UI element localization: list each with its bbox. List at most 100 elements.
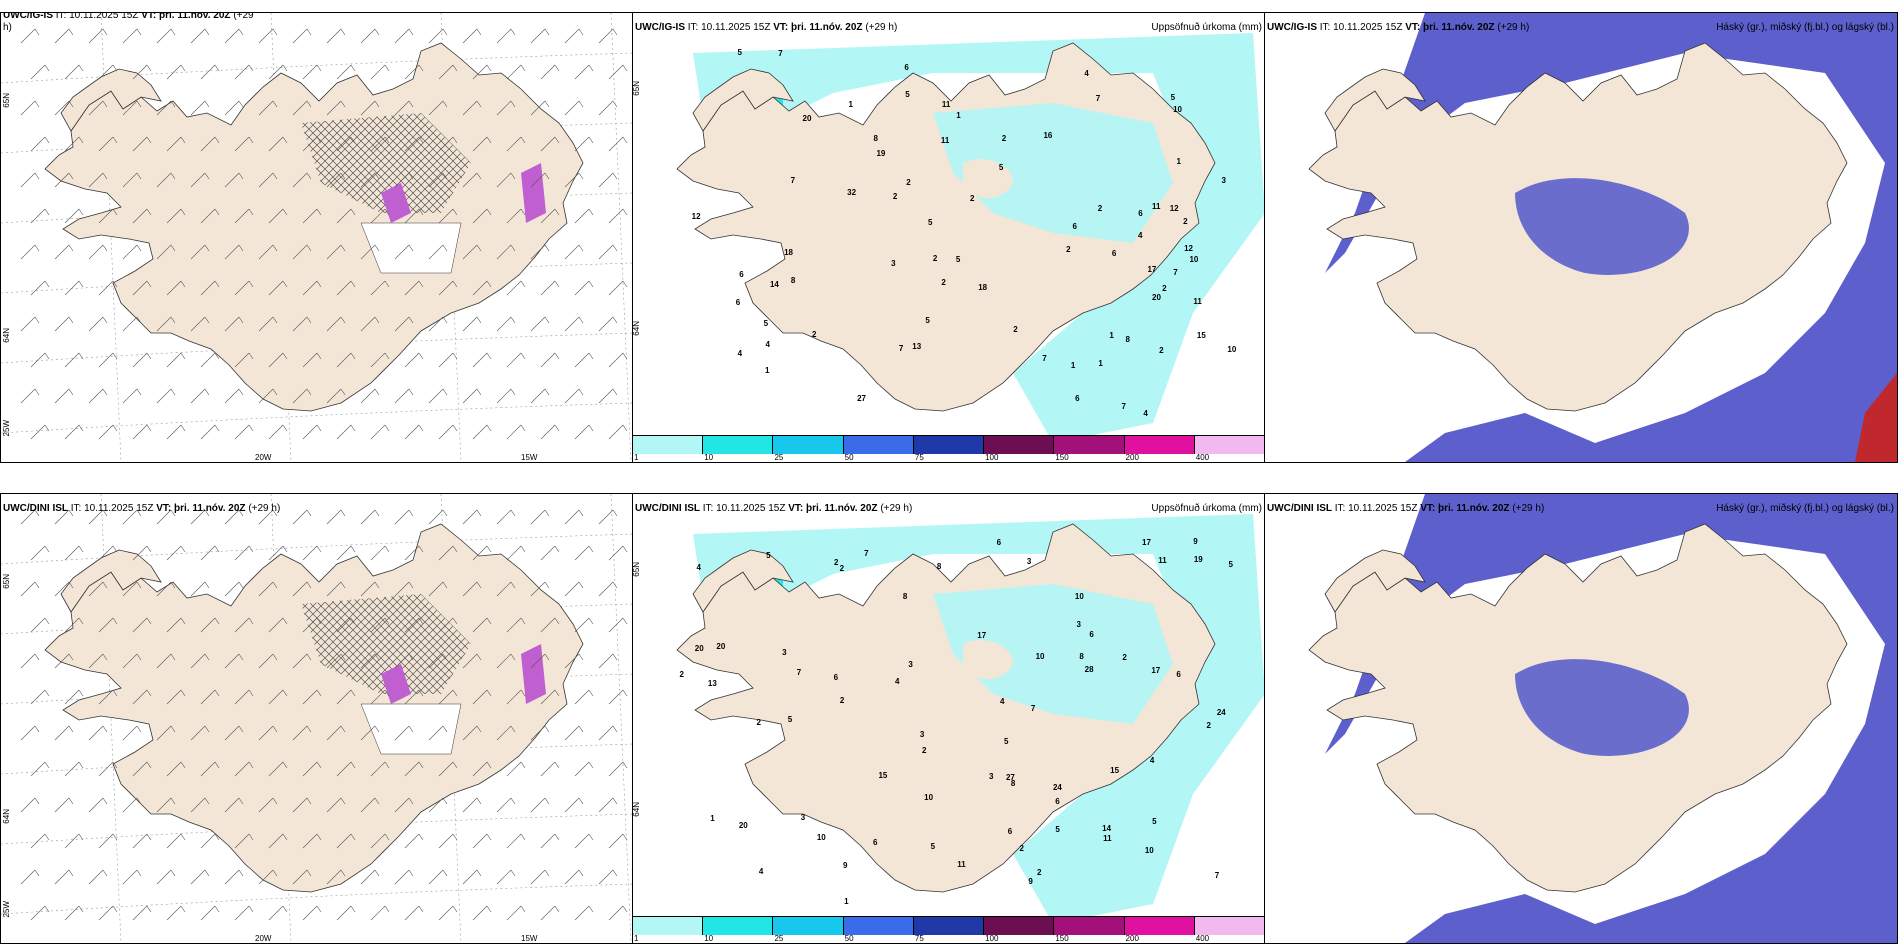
wind-barb <box>326 28 346 44</box>
precip-value-label: 15 <box>1110 766 1120 776</box>
wind-barb <box>156 28 176 44</box>
precip-value-label: 17 <box>977 630 987 640</box>
wind-barb <box>166 280 186 296</box>
precip-value-label: 2 <box>833 557 839 567</box>
wind-barb <box>224 725 244 741</box>
panel-title: UWC/DINI ISL IT: 10.11.2025 15Z VT: þri.… <box>635 503 913 514</box>
precip-value-label: 11 <box>957 859 966 869</box>
wind-barb <box>472 280 492 296</box>
wind-barb <box>122 581 142 597</box>
colorbar-segment <box>1054 917 1125 935</box>
wind-barb <box>462 28 482 44</box>
precip-value-label: 11 <box>1103 834 1112 844</box>
wind-barb <box>190 28 210 44</box>
wind-barb <box>564 797 584 813</box>
wind-barb <box>438 64 458 80</box>
wind-barb <box>608 208 628 224</box>
wind-barb <box>530 100 550 116</box>
precip-value-label: 2 <box>756 717 761 727</box>
wind-barb <box>200 280 220 296</box>
wind-barb <box>190 388 210 404</box>
wind-barb <box>506 905 526 921</box>
lon-label-15: 15W <box>521 453 538 462</box>
wind-barb <box>326 316 346 332</box>
precip-value-label: 8 <box>1125 335 1130 345</box>
wind-barb <box>64 689 84 705</box>
precip-value-label: 32 <box>847 187 857 197</box>
wind-barb <box>530 797 550 813</box>
wind-barb <box>166 905 186 921</box>
precip-value-label: 5 <box>1228 560 1233 570</box>
wind-barb <box>166 352 186 368</box>
wind-barb <box>394 100 414 116</box>
wind-barb <box>506 64 526 80</box>
precip-value-label: 8 <box>873 133 878 143</box>
wind-barb <box>258 869 278 885</box>
precip-light-area <box>693 33 1265 443</box>
colorbar-segment <box>913 917 985 935</box>
map-layer <box>1265 494 1897 943</box>
wind-barb <box>98 545 118 561</box>
wind-barb <box>234 905 254 921</box>
precip-value-label: 2 <box>811 330 817 340</box>
precip-value-label: 4 <box>696 562 701 572</box>
precip-value-label: 17 <box>1151 665 1161 675</box>
wind-barb <box>156 388 176 404</box>
wind-barb <box>132 136 152 152</box>
graticule-line <box>1 402 633 434</box>
wind-barb <box>156 797 176 813</box>
wind-barb <box>156 869 176 885</box>
precip-value-label: 10 <box>1144 845 1154 855</box>
wind-barb <box>608 352 628 368</box>
wind-barb <box>166 208 186 224</box>
wind-barb <box>540 761 560 777</box>
map-precip-bottom <box>633 494 1265 943</box>
wind-barb <box>30 64 50 80</box>
lon-label-25: 25W <box>2 901 11 918</box>
precip-value-label: 16 <box>1043 131 1053 141</box>
westfjords-land <box>60 68 162 132</box>
precip-value-label: 12 <box>1169 203 1179 213</box>
precip-value-label: 6 <box>1055 796 1060 806</box>
wind-barb <box>574 280 594 296</box>
wind-barb <box>200 689 220 705</box>
wind-barb <box>132 352 152 368</box>
wind-barb <box>292 653 312 669</box>
wind-barb <box>326 100 346 116</box>
wind-barb <box>258 388 278 404</box>
lat-label-65: 65N <box>632 81 641 96</box>
wind-barb <box>608 424 628 440</box>
precip-value-label: 7 <box>1042 354 1047 364</box>
wind-barb <box>88 509 108 525</box>
wind-barb <box>530 581 550 597</box>
wind-barb <box>598 100 618 116</box>
wind-barb <box>506 689 526 705</box>
precip-land-area <box>933 584 1173 724</box>
wind-barb <box>20 869 40 885</box>
precip-value-label: 24 <box>1052 782 1062 792</box>
precip-value-label: 20 <box>694 643 704 653</box>
wind-barb <box>540 833 560 849</box>
precip-value-label: 7 <box>1030 704 1036 714</box>
precip-value-label: 7 <box>1173 267 1178 277</box>
wind-barb <box>564 725 584 741</box>
lat-label-64: 64N <box>2 328 11 343</box>
wind-barb <box>20 388 40 404</box>
westfjords-land <box>1324 549 1426 613</box>
precip-value-label: 3 <box>782 648 787 658</box>
wind-barb <box>98 617 118 633</box>
wind-barb <box>292 28 312 44</box>
wind-barb <box>132 761 152 777</box>
precip-value-label: 2 <box>892 192 898 202</box>
wind-barb <box>166 136 186 152</box>
colorbar-segment <box>843 917 914 935</box>
wind-barb <box>336 833 356 849</box>
precip-value-label: 11 <box>1152 201 1161 211</box>
wind-barb <box>234 761 254 777</box>
wind-barb <box>64 280 84 296</box>
wind-barb <box>292 869 312 885</box>
wind-barb <box>530 28 550 44</box>
precip-magenta-area <box>381 664 411 704</box>
panel-variable-title: Háský (gr.), miðský (fj.bl.) og lágský (… <box>1716 503 1894 514</box>
wind-barb <box>190 509 210 525</box>
